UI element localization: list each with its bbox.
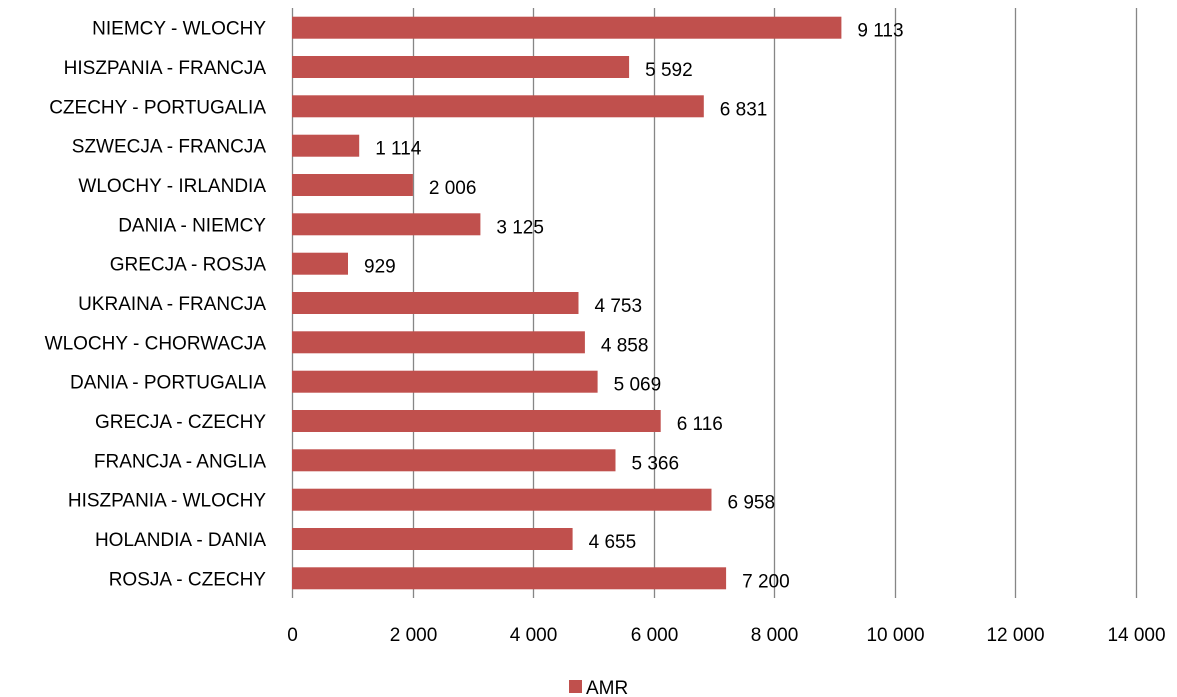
- bar: [292, 410, 661, 432]
- data-label: 5 366: [632, 453, 680, 474]
- x-tick-label: 8 000: [751, 625, 799, 646]
- bar: [292, 134, 360, 157]
- x-tick-label: 10 000: [866, 625, 924, 646]
- bar: [292, 292, 579, 314]
- category-label: NIEMCY - WLOCHY: [92, 19, 266, 40]
- legend-swatch: [569, 680, 582, 693]
- x-tick-label: 0: [287, 625, 298, 646]
- legend: AMR: [569, 678, 628, 697]
- data-label: 6 116: [677, 414, 723, 435]
- bar: [292, 370, 598, 393]
- bar: [292, 95, 704, 118]
- value-labels: 9 113 5 592 6 831 1 114 2 006 3 125 929 4 753 4 …: [364, 21, 904, 593]
- bar: [292, 16, 842, 39]
- bar: [292, 488, 712, 511]
- category-label: HOLANDIA - DANIA: [95, 530, 266, 551]
- data-label: 7 200: [742, 571, 790, 592]
- bar: [292, 567, 727, 590]
- data-label: 9 113: [857, 21, 903, 42]
- x-tick-label: 14 000: [1107, 625, 1165, 646]
- x-tick-label: 12 000: [986, 625, 1044, 646]
- data-label: 4 753: [595, 296, 643, 317]
- x-tick-label: 2 000: [390, 625, 438, 646]
- category-label: GRECJA - ROSJA: [110, 255, 267, 276]
- data-label: 6 831: [720, 99, 768, 120]
- category-labels: NIEMCY - WLOCHY HISZPANIA - FRANCJA CZECHY…: [45, 19, 267, 591]
- category-label: GRECJA - CZECHY: [95, 412, 266, 433]
- category-label: UKRAINA - FRANCJA: [78, 294, 266, 315]
- x-axis-tick-labels: 0 2 000 4 000 6 000 8 000 10 000 12 000 14 000: [287, 625, 1165, 646]
- bar: [292, 528, 573, 550]
- category-label: HISZPANIA - WLOCHY: [68, 491, 266, 512]
- data-label: 2 006: [429, 178, 477, 199]
- category-label: HISZPANIA - FRANCJA: [64, 58, 267, 79]
- bar: [292, 174, 413, 196]
- bar: [292, 213, 481, 236]
- data-label: 1 114: [375, 139, 422, 160]
- bar: [292, 331, 585, 354]
- bars: [292, 16, 842, 590]
- data-label: 5 069: [614, 375, 662, 396]
- category-label: SZWECJA - FRANCJA: [72, 137, 267, 158]
- data-label: 5 592: [645, 60, 693, 81]
- category-label: WLOCHY - CHORWACJA: [45, 333, 267, 354]
- bar: [292, 252, 348, 275]
- category-label: FRANCJA - ANGLIA: [94, 451, 266, 472]
- x-tick-label: 4 000: [510, 625, 558, 646]
- category-label: WLOCHY - IRLANDIA: [78, 176, 266, 197]
- bar: [292, 56, 630, 78]
- data-label: 6 958: [728, 493, 776, 514]
- category-label: DANIA - NIEMCY: [118, 215, 266, 236]
- x-tick-label: 6 000: [631, 625, 679, 646]
- bar: [292, 449, 616, 472]
- data-label: 4 858: [601, 335, 649, 356]
- category-label: DANIA - PORTUGALIA: [70, 373, 266, 394]
- category-label: ROSJA - CZECHY: [109, 569, 267, 590]
- legend-label: AMR: [586, 678, 628, 697]
- data-label: 3 125: [496, 217, 544, 238]
- category-label: CZECHY - PORTUGALIA: [49, 97, 266, 118]
- data-label: 929: [364, 257, 396, 278]
- data-label: 4 655: [589, 532, 637, 553]
